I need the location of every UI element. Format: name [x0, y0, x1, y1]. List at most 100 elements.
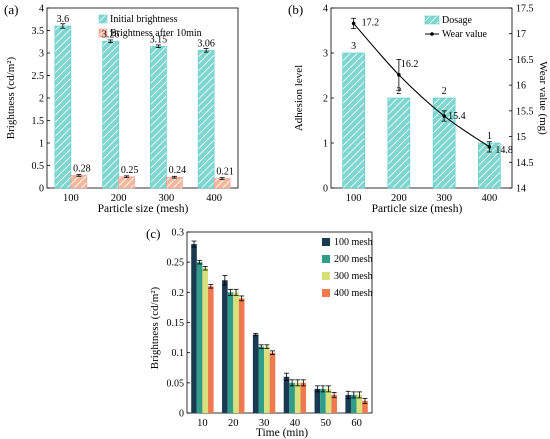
bar-a-s1-2 — [166, 176, 183, 189]
data-label-b-dosage-2: 2 — [442, 86, 447, 97]
x-axis-label-a: Particle size (mesh) — [98, 203, 189, 215]
bar-a-s0-0 — [54, 25, 72, 189]
y-tick-label-b-0: 0 — [323, 184, 328, 195]
y-tick-label-b-2: 2 — [323, 94, 328, 105]
bar-c-s1-5 — [350, 394, 357, 413]
y-tick-label-b-1: 1 — [323, 139, 328, 150]
legend-a: Initial brightness Brightness after 10mi… — [98, 14, 202, 39]
y-axis-label-c: Brightness (cd/m²) — [149, 286, 161, 369]
point-b-wear-3 — [487, 145, 492, 149]
x-tick-label-a-3: 400 — [206, 193, 222, 204]
legend-label-dosage: Dosage — [442, 15, 473, 26]
x-axis-label-b: Particle size (mesh) — [372, 203, 463, 215]
bar-c-s2-2 — [264, 346, 270, 413]
x-tick-label-c-2: 30 — [259, 418, 270, 429]
bar-c-s2-1 — [233, 292, 239, 413]
bar-c-s1-4 — [320, 388, 326, 413]
x-tick-label-b-3: 400 — [482, 193, 498, 204]
legend-label-400-mesh: 400 mesh — [334, 288, 373, 299]
legend-swatch-300-mesh — [322, 272, 330, 280]
legend-label-wear: Wear value — [442, 29, 488, 40]
x-tick-label-a-1: 200 — [111, 193, 127, 204]
bar-c-s1-0 — [196, 262, 203, 413]
x-tick-label-c-3: 40 — [290, 418, 301, 429]
bar-c-s2-3 — [294, 382, 301, 413]
bar-c-s3-3 — [300, 382, 307, 413]
legend-swatch-400-mesh — [322, 289, 330, 297]
bar-a-s1-3 — [213, 178, 231, 189]
y-tick-label-a-7: 3.5 — [32, 26, 45, 37]
bar-c-s1-2 — [258, 346, 265, 413]
y-tick-label-a-6: 3 — [39, 49, 44, 60]
data-label-b-wear-3: 14.8 — [495, 145, 513, 156]
bar-c-s0-2 — [252, 334, 259, 413]
y-tick-label-c-0: 0 — [179, 409, 184, 420]
series-line-wear — [353, 23, 490, 148]
y-tick-label-c-6: 0.3 — [172, 228, 185, 239]
y2-tick-label-b-2: 15 — [516, 132, 526, 143]
x-axis-label-c: Time (min) — [256, 427, 308, 439]
x-tick-label-a-2: 300 — [159, 193, 175, 204]
data-label-a-s0-1: 3.26 — [102, 29, 120, 40]
legend-label-300-mesh: 300 mesh — [334, 271, 373, 282]
bar-a-s1-1 — [118, 176, 135, 189]
bar-a-s0-1 — [102, 40, 119, 189]
y-tick-label-a-2: 1 — [39, 139, 44, 150]
y2-tick-label-b-5: 16.5 — [516, 55, 534, 66]
bar-b-dosage-1 — [387, 97, 411, 189]
legend-label-200-mesh: 200 mesh — [334, 254, 373, 265]
legend-c: 100 mesh 200 mesh 300 mesh 400 mesh — [322, 237, 373, 299]
data-label-a-s1-0: 0.28 — [73, 163, 91, 174]
legend-swatch-100-mesh — [322, 238, 330, 246]
y-axis-label-b: Adhesion level — [293, 65, 305, 131]
y-tick-label-b-4: 4 — [323, 4, 328, 15]
legend-swatch-200-mesh — [322, 255, 330, 263]
y2-tick-label-b-7: 17.5 — [516, 4, 534, 15]
x-tick-label-b-0: 100 — [346, 193, 362, 204]
data-label-b-dosage-0: 3 — [351, 41, 356, 52]
bar-c-s0-4 — [314, 388, 321, 413]
legend-b: Dosage Wear value — [424, 15, 488, 40]
bar-c-s2-4 — [325, 388, 332, 413]
x-tick-label-b-2: 300 — [436, 193, 452, 204]
legend-label-initial: Initial brightness — [110, 14, 178, 25]
y-tick-label-c-4: 0.2 — [172, 288, 185, 299]
y-tick-label-c-5: 0.25 — [167, 258, 185, 269]
y2-tick-label-b-3: 15.5 — [516, 106, 534, 117]
x-tick-label-c-0: 10 — [197, 418, 208, 429]
y-tick-label-a-4: 2 — [39, 94, 44, 105]
bar-c-s3-0 — [208, 286, 214, 413]
bar-c-s3-1 — [238, 298, 245, 413]
bar-c-s2-0 — [202, 268, 209, 413]
data-label-a-s1-3: 0.21 — [216, 167, 234, 178]
point-b-wear-2 — [442, 114, 446, 118]
data-label-a-s0-2: 3.15 — [150, 34, 168, 45]
y2-axis-label-b: Wear value (mg) — [537, 61, 549, 135]
y-tick-label-a-5: 2.5 — [32, 71, 45, 82]
bar-c-s0-5 — [345, 394, 351, 413]
bar-c-s2-5 — [356, 394, 363, 413]
bar-c-s0-1 — [222, 280, 228, 413]
y2-tick-label-b-6: 17 — [516, 29, 526, 40]
panel-a: (a) Particle size (mesh) Brightness (cd/… — [4, 2, 239, 215]
bar-c-s1-1 — [227, 292, 234, 413]
data-label-b-dosage-1: 2 — [396, 86, 401, 97]
panel-label-a: (a) — [4, 2, 18, 17]
y-tick-label-c-1: 0.05 — [167, 378, 185, 389]
point-b-wear-1 — [397, 73, 401, 77]
y2-tick-label-b-0: 14 — [516, 184, 526, 195]
bar-c-s3-4 — [331, 394, 337, 413]
legend-swatch-after — [98, 28, 108, 38]
data-label-b-dosage-3: 1 — [487, 131, 492, 142]
y-tick-label-a-1: 0.5 — [32, 161, 45, 172]
data-label-b-wear-0: 17.2 — [362, 17, 380, 28]
legend-label-after: Brightness after 10min — [110, 28, 202, 39]
bar-c-s0-3 — [283, 376, 290, 413]
y-tick-label-a-8: 4 — [39, 4, 44, 15]
panel-c: (c) Time (min) Brightness (cd/m²) 100 me… — [146, 226, 373, 439]
legend-swatch-initial — [98, 14, 108, 24]
bar-c-s3-2 — [269, 352, 276, 413]
bar-a-s0-2 — [150, 45, 167, 189]
y-tick-label-c-2: 0.1 — [172, 348, 185, 359]
